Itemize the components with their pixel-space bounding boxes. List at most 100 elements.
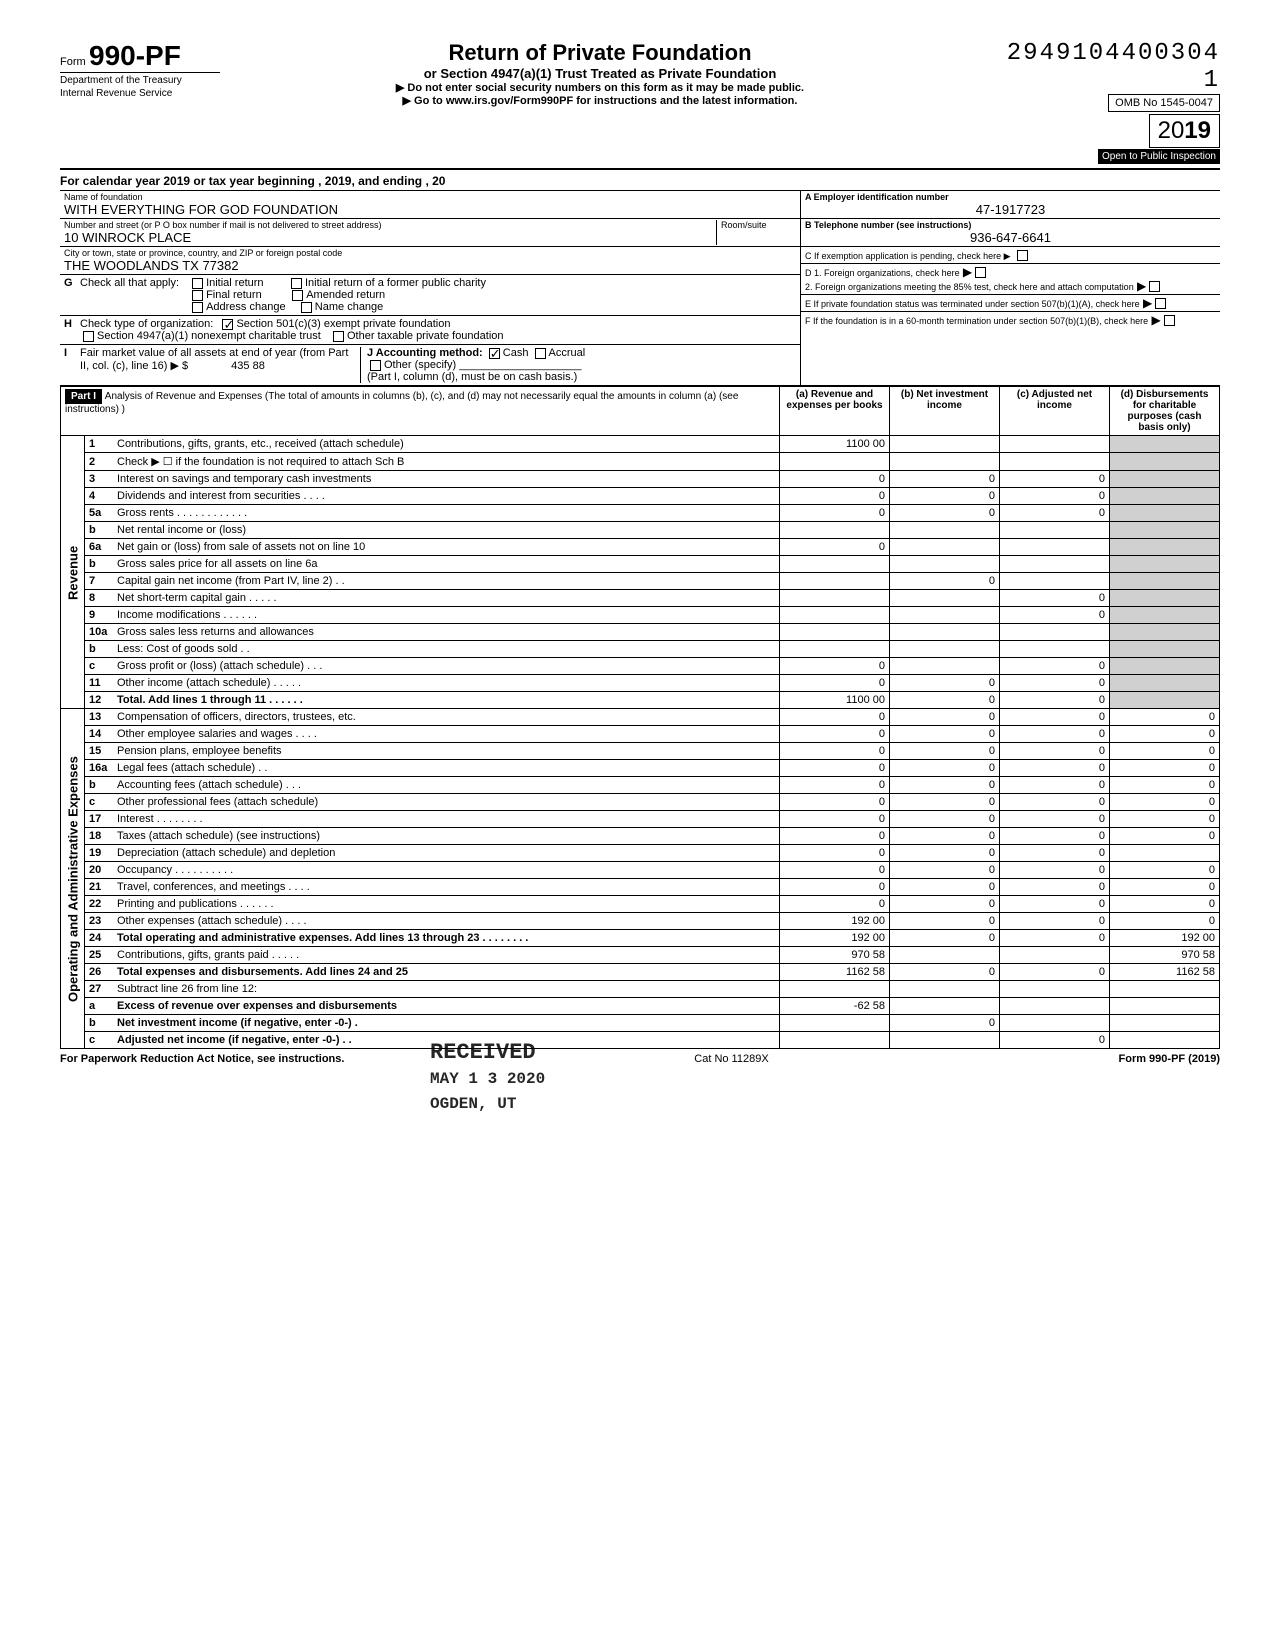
- d1-label: D 1. Foreign organizations, check here: [805, 268, 960, 278]
- amount-cell: [1110, 453, 1220, 471]
- line-description: 20Occupancy . . . . . . . . . .: [85, 862, 780, 879]
- line-description: 19Depreciation (attach schedule) and dep…: [85, 845, 780, 862]
- checkbox-other-method[interactable]: [370, 360, 381, 371]
- calendar-year-line: For calendar year 2019 or tax year begin…: [60, 172, 1220, 191]
- table-row: 5aGross rents . . . . . . . . . . . .000: [61, 505, 1220, 522]
- table-row: aExcess of revenue over expenses and dis…: [61, 998, 1220, 1015]
- amount-cell: 0: [1000, 913, 1110, 930]
- amount-cell: [780, 624, 890, 641]
- opex-side-label: Operating and Administrative Expenses: [61, 709, 85, 1049]
- amount-cell: 0: [890, 896, 1000, 913]
- amount-cell: 0: [780, 488, 890, 505]
- inspection-badge: Open to Public Inspection: [1098, 149, 1220, 164]
- foundation-name: WITH EVERYTHING FOR GOD FOUNDATION: [64, 202, 796, 217]
- fmv-value: 435 88: [231, 360, 265, 372]
- amount-cell: 0: [780, 539, 890, 556]
- amount-cell: 0: [890, 488, 1000, 505]
- amount-cell: 0: [1000, 658, 1110, 675]
- amount-cell: [1000, 998, 1110, 1015]
- amount-cell: 0: [780, 505, 890, 522]
- amount-cell: -62 58: [780, 998, 890, 1015]
- footer-right: Form 990-PF (2019): [1119, 1053, 1220, 1065]
- checkbox-foreign-org[interactable]: [975, 267, 986, 278]
- table-row: bLess: Cost of goods sold . .: [61, 641, 1220, 658]
- part1-desc: Analysis of Revenue and Expenses (The to…: [65, 391, 738, 415]
- amount-cell: [780, 573, 890, 590]
- line-description: bLess: Cost of goods sold . .: [85, 641, 780, 658]
- line-description: cOther professional fees (attach schedul…: [85, 794, 780, 811]
- amount-cell: 0: [780, 743, 890, 760]
- line-description: 4Dividends and interest from securities …: [85, 488, 780, 505]
- i-letter: I: [64, 347, 80, 359]
- amount-cell: 0: [1000, 896, 1110, 913]
- amount-cell: 192 00: [780, 930, 890, 947]
- checkbox-85pct[interactable]: [1149, 281, 1160, 292]
- checkbox-name-change[interactable]: [301, 302, 312, 313]
- dept-irs: Internal Revenue Service: [60, 86, 220, 99]
- line-description: bAccounting fees (attach schedule) . . .: [85, 777, 780, 794]
- amount-cell: 0: [1000, 1032, 1110, 1049]
- table-row: 9Income modifications . . . . . .0: [61, 607, 1220, 624]
- amount-cell: 0: [890, 811, 1000, 828]
- street-address: 10 WINROCK PLACE: [64, 230, 716, 245]
- j-label: J Accounting method:: [367, 347, 483, 359]
- opt-former-charity: Initial return of a former public charit…: [305, 277, 486, 289]
- table-row: 3Interest on savings and temporary cash …: [61, 471, 1220, 488]
- table-row: 26Total expenses and disbursements. Add …: [61, 964, 1220, 981]
- amount-cell: [890, 998, 1000, 1015]
- line-description: 9Income modifications . . . . . .: [85, 607, 780, 624]
- received-stamp: RECEIVED MAY 1 3 2020 OGDEN, UT: [430, 1040, 545, 1115]
- amount-cell: [890, 947, 1000, 964]
- line-description: aExcess of revenue over expenses and dis…: [85, 998, 780, 1015]
- amount-cell: 970 58: [780, 947, 890, 964]
- checkbox-cash[interactable]: [489, 348, 500, 359]
- amount-cell: 0: [1110, 879, 1220, 896]
- amount-cell: 0: [890, 828, 1000, 845]
- amount-cell: 0: [890, 930, 1000, 947]
- title-block: Return of Private Foundation or Section …: [220, 40, 980, 107]
- table-row: 11Other income (attach schedule) . . . .…: [61, 675, 1220, 692]
- line-description: 7Capital gain net income (from Part IV, …: [85, 573, 780, 590]
- footer-left: For Paperwork Reduction Act Notice, see …: [60, 1053, 344, 1065]
- checkbox-terminated[interactable]: [1155, 298, 1166, 309]
- amount-cell: [1110, 488, 1220, 505]
- city-label: City or town, state or province, country…: [64, 248, 796, 258]
- amount-cell: [1000, 947, 1110, 964]
- checkbox-4947[interactable]: [83, 331, 94, 342]
- checkbox-initial-return[interactable]: [192, 278, 203, 289]
- line-description: 21Travel, conferences, and meetings . . …: [85, 879, 780, 896]
- amount-cell: 0: [1000, 471, 1110, 488]
- checkbox-exemption-pending[interactable]: [1017, 250, 1028, 261]
- amount-cell: 0: [890, 845, 1000, 862]
- line-description: 27Subtract line 26 from line 12:: [85, 981, 780, 998]
- checkbox-accrual[interactable]: [535, 348, 546, 359]
- amount-cell: [890, 1032, 1000, 1049]
- checkbox-final-return[interactable]: [192, 290, 203, 301]
- opt-amended: Amended return: [306, 289, 385, 301]
- amount-cell: 0: [1000, 777, 1110, 794]
- checkbox-amended[interactable]: [292, 290, 303, 301]
- footer-mid: Cat No 11289X: [694, 1053, 768, 1065]
- checkbox-60month[interactable]: [1164, 315, 1175, 326]
- table-row: 4Dividends and interest from securities …: [61, 488, 1220, 505]
- room-label: Room/suite: [721, 220, 796, 230]
- amount-cell: [1110, 641, 1220, 658]
- amount-cell: [780, 641, 890, 658]
- opt-accrual: Accrual: [549, 347, 586, 359]
- amount-cell: [1110, 607, 1220, 624]
- opt-other-method: Other (specify): [384, 359, 456, 371]
- received-date: MAY 1 3 2020: [430, 1070, 545, 1088]
- amount-cell: 0: [780, 709, 890, 726]
- checkbox-501c3[interactable]: [222, 319, 233, 330]
- checkbox-other-taxable[interactable]: [333, 331, 344, 342]
- table-row: 17Interest . . . . . . . .0000: [61, 811, 1220, 828]
- addr-label: Number and street (or P O box number if …: [64, 220, 716, 230]
- amount-cell: 0: [780, 862, 890, 879]
- checkbox-former-charity[interactable]: [291, 278, 302, 289]
- table-row: cGross profit or (loss) (attach schedule…: [61, 658, 1220, 675]
- amount-cell: [1110, 1032, 1220, 1049]
- checkbox-address-change[interactable]: [192, 302, 203, 313]
- col-d-header: (d) Disbursements for charitable purpose…: [1110, 387, 1220, 436]
- amount-cell: 0: [1110, 828, 1220, 845]
- amount-cell: 0: [890, 794, 1000, 811]
